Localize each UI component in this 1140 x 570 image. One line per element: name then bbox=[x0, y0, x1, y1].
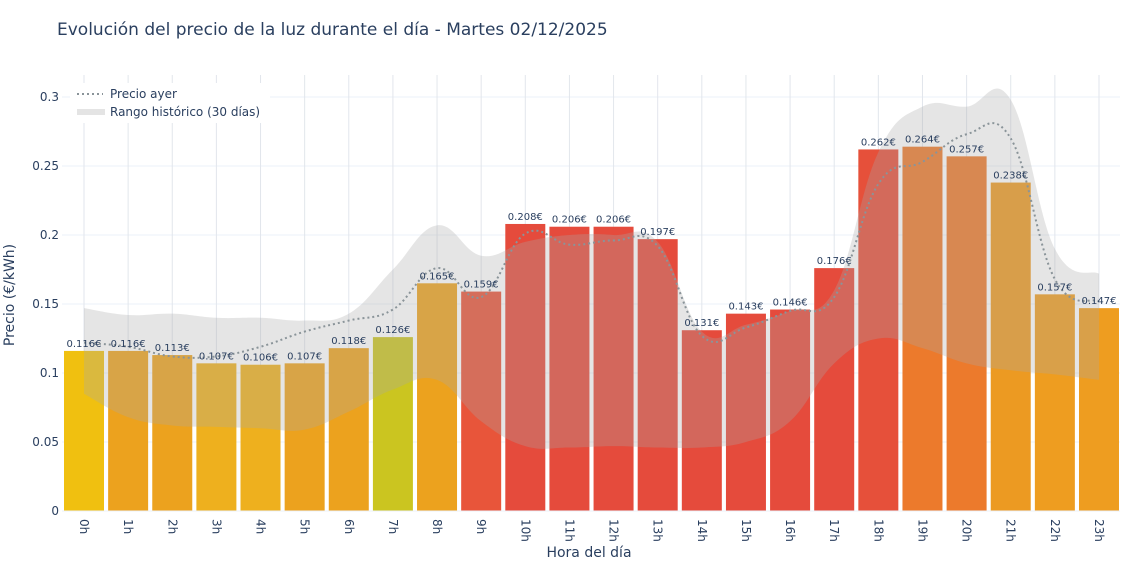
x-tick-label: 5h bbox=[298, 519, 312, 534]
data-label: 0.208€ bbox=[508, 212, 543, 223]
x-tick-label: 4h bbox=[254, 519, 268, 534]
data-label: 0.165€ bbox=[420, 271, 455, 282]
bar-9h bbox=[461, 291, 502, 511]
bar-19h bbox=[902, 146, 943, 511]
data-label: 0.107€ bbox=[287, 351, 322, 362]
legend-historical: Rango histórico (30 días) bbox=[110, 105, 260, 119]
y-tick-label: 0.05 bbox=[32, 435, 59, 449]
bar-7h bbox=[372, 337, 413, 511]
data-label: 0.116€ bbox=[111, 339, 146, 350]
x-tick-label: 1h bbox=[121, 519, 135, 534]
bar-18h bbox=[858, 149, 899, 511]
data-label: 0.143€ bbox=[728, 302, 763, 313]
y-tick-label: 0.3 bbox=[40, 90, 59, 104]
data-label: 0.106€ bbox=[243, 353, 278, 364]
x-tick-label: 6h bbox=[342, 519, 356, 534]
axes: 0 0.05 0.1 0.15 0.2 0.25 0.3 0h 1h 2h 3h 4h 5h 6h 7h 8h… bbox=[32, 90, 1120, 542]
data-label: 0.257€ bbox=[949, 144, 984, 155]
data-label: 0.107€ bbox=[199, 351, 234, 362]
y-tick-label: 0.1 bbox=[40, 366, 59, 380]
bar-15h bbox=[725, 313, 766, 511]
bar-2h bbox=[152, 355, 193, 511]
bar-23h bbox=[1078, 308, 1119, 511]
x-tick-label: 7h bbox=[386, 519, 400, 534]
bar-10h bbox=[505, 223, 546, 511]
data-label: 0.131€ bbox=[684, 318, 719, 329]
x-tick-label: 9h bbox=[474, 519, 488, 534]
yesterday-price-line bbox=[83, 122, 1100, 359]
bar-1h bbox=[108, 350, 149, 511]
data-label: 0.113€ bbox=[155, 343, 190, 354]
historical-range-band bbox=[84, 88, 1099, 449]
bar-0h bbox=[64, 350, 104, 511]
data-label: 0.264€ bbox=[905, 135, 940, 146]
yesterday-line bbox=[83, 122, 1100, 359]
y-tick-label: 0.15 bbox=[32, 297, 59, 311]
historical-range-area bbox=[84, 88, 1099, 449]
x-tick-label: 2h bbox=[165, 519, 179, 534]
x-tick-label: 17h bbox=[827, 519, 841, 542]
data-label: 0.197€ bbox=[640, 227, 675, 238]
y-tick-label: 0.25 bbox=[32, 159, 59, 173]
x-tick-label: 11h bbox=[562, 519, 576, 542]
bar-4h bbox=[240, 364, 281, 511]
x-tick-label: 16h bbox=[783, 519, 797, 542]
bar-21h bbox=[990, 182, 1031, 511]
x-tick-label: 14h bbox=[695, 519, 709, 542]
data-label: 0.159€ bbox=[464, 280, 499, 291]
bar-20h bbox=[946, 156, 987, 511]
data-label: 0.176€ bbox=[817, 256, 852, 267]
bar-12h bbox=[593, 226, 634, 511]
data-label: 0.206€ bbox=[552, 215, 587, 226]
data-label: 0.238€ bbox=[993, 171, 1028, 182]
x-tick-label: 8h bbox=[430, 519, 444, 534]
bar-11h bbox=[549, 226, 590, 511]
x-tick-label: 18h bbox=[871, 519, 885, 542]
data-label: 0.116€ bbox=[67, 339, 102, 350]
legend-background bbox=[70, 83, 270, 123]
legend-band-swatch bbox=[77, 109, 105, 115]
bar-13h bbox=[637, 239, 678, 511]
data-label: 0.118€ bbox=[331, 336, 366, 347]
x-tick-label: 12h bbox=[607, 519, 621, 542]
data-label: 0.146€ bbox=[773, 298, 808, 309]
bar-22h bbox=[1034, 294, 1075, 511]
bar-8h bbox=[417, 283, 458, 511]
y-axis-title: Precio (€/kWh) bbox=[2, 244, 18, 346]
data-label: 0.147€ bbox=[1081, 296, 1116, 307]
x-tick-label: 19h bbox=[915, 519, 929, 542]
x-axis-title: Hora del día bbox=[546, 545, 631, 561]
y-tick-label: 0.2 bbox=[40, 228, 59, 242]
legend: Precio ayer Rango histórico (30 días) bbox=[70, 83, 270, 123]
bar-17h bbox=[814, 268, 855, 511]
chart-title: Evolución del precio de la luz durante e… bbox=[57, 20, 608, 40]
bar-3h bbox=[196, 363, 237, 511]
x-tick-label: 13h bbox=[651, 519, 665, 542]
x-tick-label: 3h bbox=[209, 519, 223, 534]
x-tick-label: 10h bbox=[518, 519, 532, 542]
x-tick-label: 15h bbox=[739, 519, 753, 542]
data-label: 0.262€ bbox=[861, 137, 896, 148]
y-tick-label: 0 bbox=[51, 504, 59, 518]
data-label: 0.206€ bbox=[596, 215, 631, 226]
data-label: 0.157€ bbox=[1037, 282, 1072, 293]
x-tick-label: 23h bbox=[1092, 519, 1106, 542]
data-labels: 0.116€ 0.116€ 0.113€ 0.107€ 0.106€ 0.107€ 0.11… bbox=[67, 135, 1117, 364]
bar-14h bbox=[681, 330, 722, 511]
x-tick-label: 20h bbox=[960, 519, 974, 542]
bar-6h bbox=[328, 348, 369, 511]
data-label: 0.126€ bbox=[375, 325, 410, 336]
bar-5h bbox=[284, 363, 325, 511]
x-tick-label: 22h bbox=[1048, 519, 1062, 542]
x-tick-label: 21h bbox=[1004, 519, 1018, 542]
x-tick-label: 0h bbox=[77, 519, 91, 534]
bar-16h bbox=[770, 309, 811, 511]
bars bbox=[64, 146, 1119, 511]
legend-yesterday: Precio ayer bbox=[110, 87, 177, 101]
